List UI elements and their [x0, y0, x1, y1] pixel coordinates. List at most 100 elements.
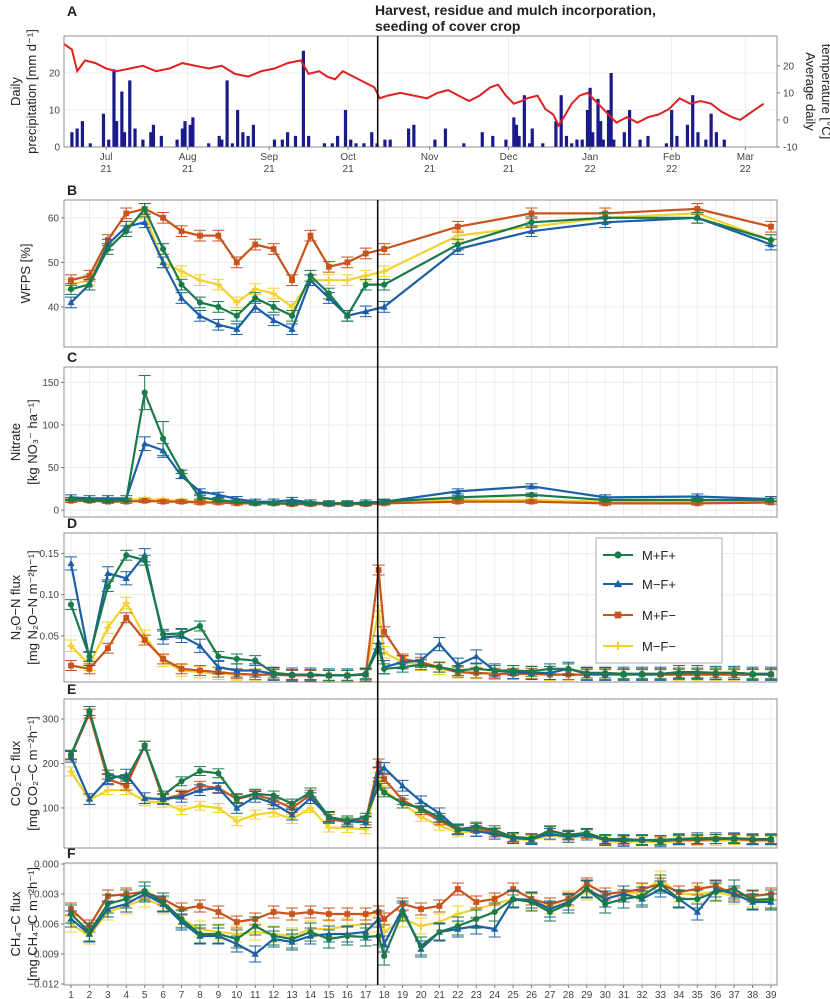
panel-f: 0.000 −0.003 −0.006 −0.009 −0.012 F CH₄−C flux… — [8, 845, 778, 991]
precip-bar — [115, 121, 119, 147]
marker-square — [160, 214, 166, 221]
marker-square — [381, 776, 388, 782]
marker-cross — [233, 298, 241, 307]
marker-circle — [381, 281, 388, 288]
marker-circle — [252, 657, 259, 664]
precip-bar — [622, 132, 626, 147]
panel-ylabel: CH₄−C flux — [8, 891, 23, 956]
marker-circle — [307, 928, 314, 936]
marker-square — [86, 665, 93, 672]
marker-circle — [694, 214, 701, 221]
panel-label: E — [67, 681, 76, 697]
marker-circle — [362, 500, 369, 507]
marker-circle — [288, 312, 296, 319]
precip-bar — [80, 121, 85, 147]
precip-bar — [504, 139, 508, 147]
marker-circle — [178, 468, 185, 475]
marker-cross — [325, 276, 333, 284]
tick-y-label: 0.15 — [40, 549, 60, 560]
precip-bar — [528, 143, 532, 147]
panel-ylabel: [mg N₂O−N m⁻²h⁻¹] — [25, 550, 40, 664]
precip-bar — [349, 139, 353, 147]
precip-bar — [709, 113, 713, 147]
marker-circle — [344, 817, 351, 824]
series-mpfp — [65, 706, 777, 845]
marker-cross — [343, 276, 351, 284]
series-mpfp — [65, 874, 777, 966]
precip-bar — [75, 128, 79, 147]
marker-circle — [252, 922, 259, 930]
panel-a-precipitation-temperature: Jul21Aug21Sep21Oct21Nov21Dec21Jan22Feb22… — [8, 3, 830, 175]
panel-a-month-label: Nov — [421, 152, 439, 163]
precip-bar — [646, 135, 650, 147]
marker-cross — [362, 272, 370, 280]
marker-circle — [196, 622, 204, 630]
marker-cross — [196, 802, 204, 810]
marker-circle — [767, 237, 775, 244]
marker-circle — [694, 669, 701, 677]
panel-b: 40 50 60 B WFPS [%] — [18, 182, 778, 348]
legend: M+F+ M−F+ M+F− M−F− — [595, 537, 723, 664]
marker-circle — [620, 836, 627, 843]
marker-circle — [491, 908, 498, 916]
marker-triangle — [233, 325, 241, 332]
precip-bar — [383, 139, 387, 147]
marker-cross — [380, 267, 388, 275]
marker-triangle — [214, 784, 222, 791]
marker-circle — [270, 932, 277, 940]
marker-cross — [177, 806, 186, 814]
precip-bar — [151, 124, 156, 147]
marker-circle — [454, 494, 461, 501]
panel-a-month-label: Sep — [260, 152, 278, 163]
precip-bar — [217, 135, 221, 147]
marker-circle — [160, 898, 167, 906]
marker-circle — [123, 228, 130, 235]
marker-circle — [712, 836, 719, 843]
legend-label-m-plus-f-plus: M+F+ — [642, 548, 676, 563]
marker-circle — [215, 930, 222, 938]
marker-circle — [86, 653, 93, 660]
marker-square — [233, 259, 240, 266]
precip-bar — [675, 135, 679, 147]
marker-circle — [381, 665, 388, 672]
marker-circle — [491, 667, 498, 674]
marker-circle — [731, 835, 738, 842]
marker-circle — [160, 245, 167, 253]
tick-x-label: 31 — [618, 990, 630, 999]
marker-circle — [602, 496, 609, 504]
tick-y-label: −0.012 — [28, 980, 59, 991]
marker-circle — [546, 908, 554, 916]
marker-circle — [454, 667, 461, 674]
panel-a-ylabel-right: Average daily — [803, 52, 818, 131]
marker-circle — [491, 827, 498, 834]
marker-square — [381, 246, 388, 252]
marker-circle — [694, 836, 701, 843]
marker-circle — [602, 669, 609, 677]
precip-bar — [120, 91, 124, 147]
marker-circle — [270, 792, 277, 799]
temperature-line — [63, 43, 765, 128]
marker-circle — [565, 665, 572, 672]
marker-circle — [399, 800, 406, 807]
marker-circle — [638, 836, 646, 844]
series-line — [69, 553, 771, 677]
marker-triangle — [375, 915, 383, 922]
precip-bar — [388, 139, 392, 147]
marker-circle — [731, 669, 738, 677]
panel-a-ylabel-left: Daily — [8, 77, 23, 106]
series-mpfp — [65, 549, 777, 681]
marker-square — [381, 916, 388, 922]
marker-triangle — [141, 218, 149, 225]
tick-x-label: 25 — [508, 990, 520, 999]
marker-circle — [141, 887, 148, 895]
marker-triangle — [417, 797, 425, 804]
marker-circle — [565, 831, 572, 838]
precip-bar — [230, 143, 234, 147]
panel-a-month-label: Jan — [582, 152, 598, 163]
precip-bar — [188, 124, 192, 147]
marker-square — [326, 911, 332, 917]
marker-cross — [375, 607, 383, 615]
marker-circle — [141, 205, 148, 212]
marker-triangle — [288, 811, 296, 818]
